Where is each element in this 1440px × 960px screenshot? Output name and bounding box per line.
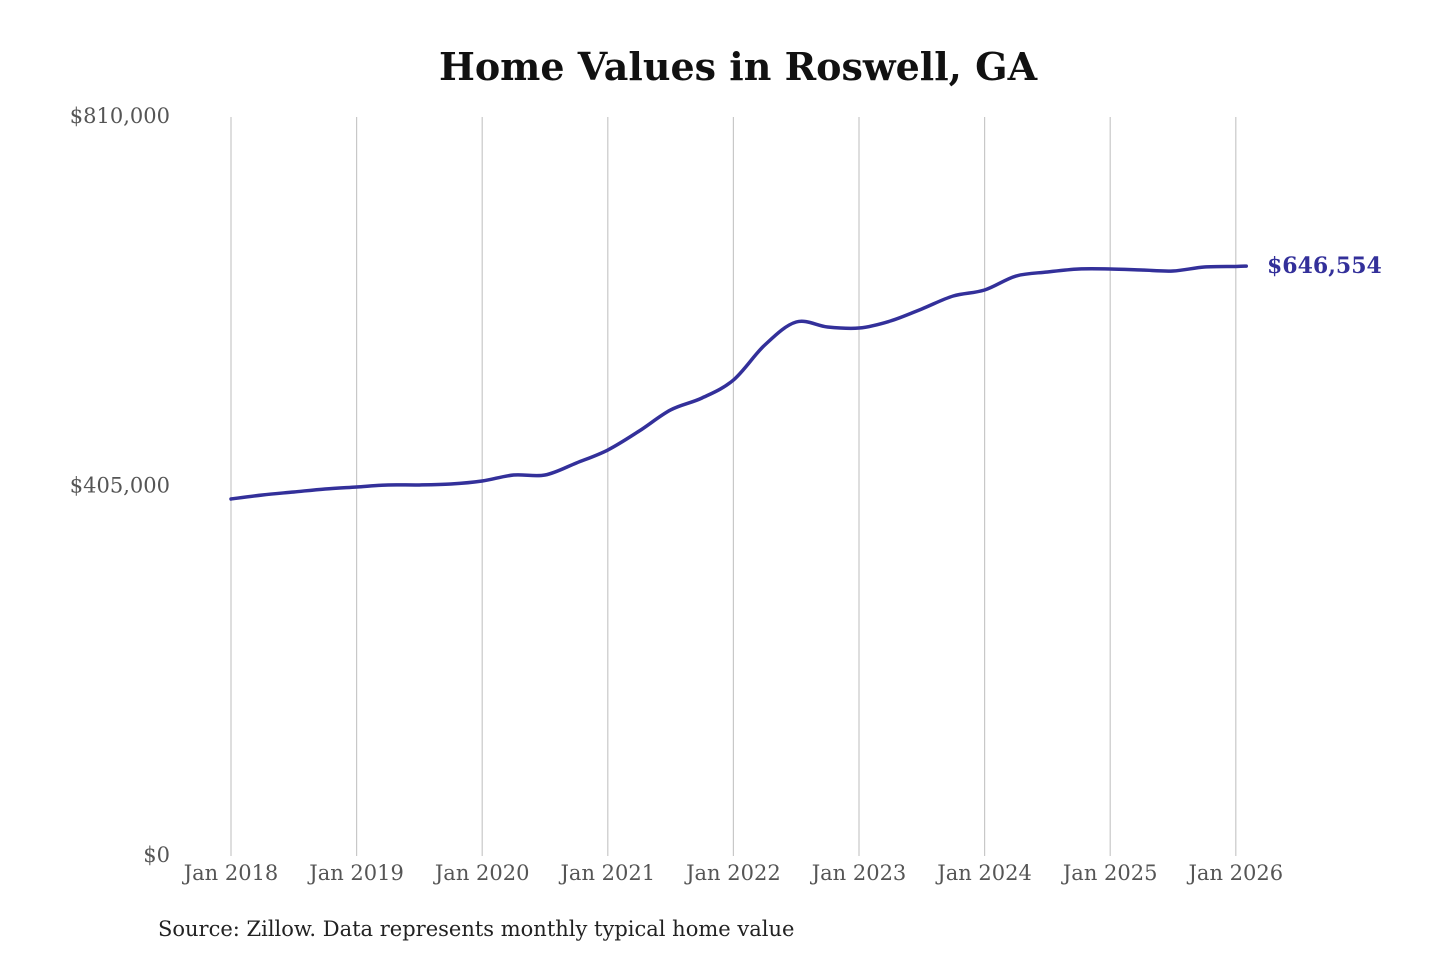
x-tick-label: Jan 2024 [935,861,1032,885]
x-tick-label: Jan 2026 [1187,861,1284,885]
x-tick-label: Jan 2021 [559,861,656,885]
x-tick-label: Jan 2019 [307,861,404,885]
chart-source-note: Source: Zillow. Data represents monthly … [158,917,795,941]
x-tick-label: Jan 2023 [810,861,907,885]
x-tick-label: Jan 2018 [182,861,279,885]
x-tick-label: Jan 2025 [1061,861,1158,885]
x-tick-label: Jan 2022 [684,861,781,885]
y-tick-label: $810,000 [70,104,170,128]
x-tick-label: Jan 2020 [433,861,530,885]
end-value-label: $646,554 [1267,253,1382,279]
chart-title: Home Values in Roswell, GA [438,44,1038,89]
y-tick-label: $0 [143,843,170,867]
series-line [229,264,1249,501]
y-tick-label: $405,000 [70,474,170,498]
